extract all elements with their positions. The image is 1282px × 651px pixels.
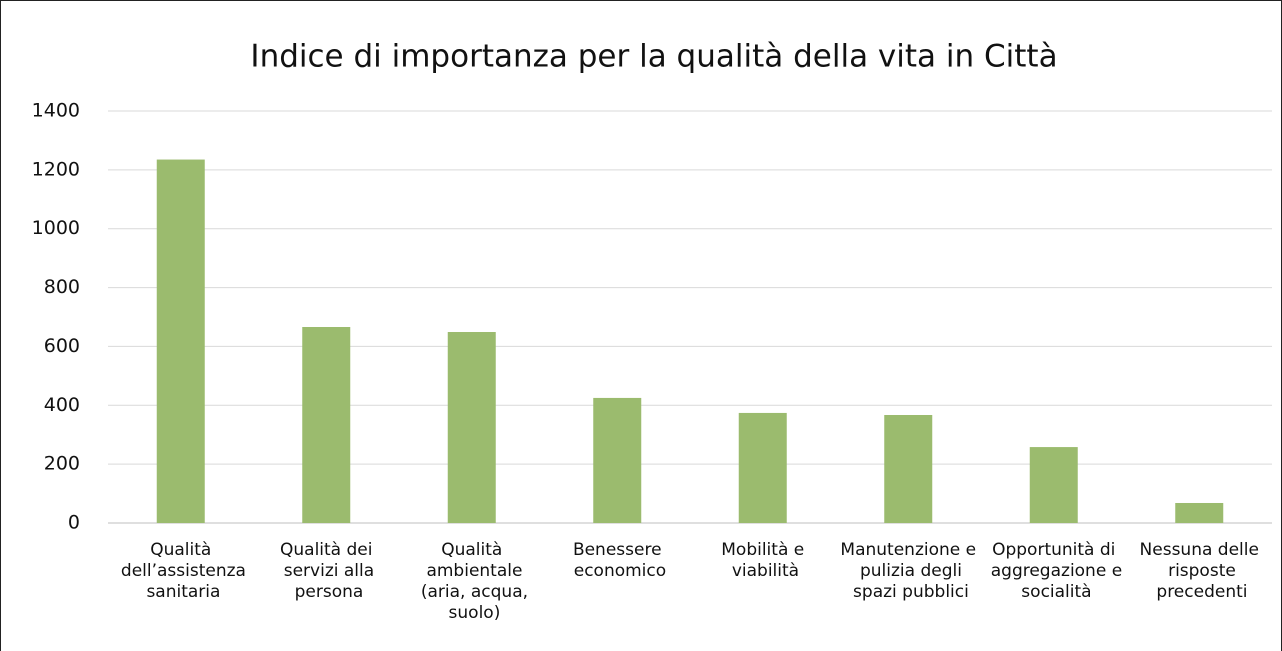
chart-title: Indice di importanza per la qualità dell… [250, 39, 1057, 75]
bar [593, 397, 642, 523]
x-tick-label: Benessere economico [568, 540, 666, 581]
y-tick-label: 400 [44, 394, 80, 416]
x-tick-label: Mobilità e viabilità [721, 540, 804, 581]
bar [156, 159, 205, 524]
y-tick-label: 800 [44, 276, 80, 298]
bar [1175, 502, 1224, 523]
x-tick-label: Qualità dell’assistenza sanitaria [116, 540, 246, 602]
x-tick-label: Manutenzione e pulizia degli spazi pubbl… [840, 540, 976, 602]
x-tick-label: Opportunità di aggregazione e socialità [985, 540, 1122, 602]
y-tick-label: 0 [68, 512, 80, 534]
bar [1029, 447, 1078, 523]
y-tick-label: 600 [44, 335, 80, 357]
x-tick-label: Nessuna delle risposte precedenti [1140, 540, 1259, 602]
y-tick-label: 1400 [32, 100, 80, 122]
y-tick-label: 200 [44, 453, 80, 475]
x-tick-label: Qualità dei servizi alla persona [278, 540, 374, 602]
bar [884, 414, 933, 523]
bar [302, 327, 351, 523]
bar [447, 332, 496, 523]
bar [738, 412, 787, 523]
x-tick-label: Qualità ambientale (aria, acqua, suolo) [415, 540, 528, 623]
y-tick-label: 1200 [32, 158, 80, 180]
y-tick-label: 1000 [32, 217, 80, 239]
